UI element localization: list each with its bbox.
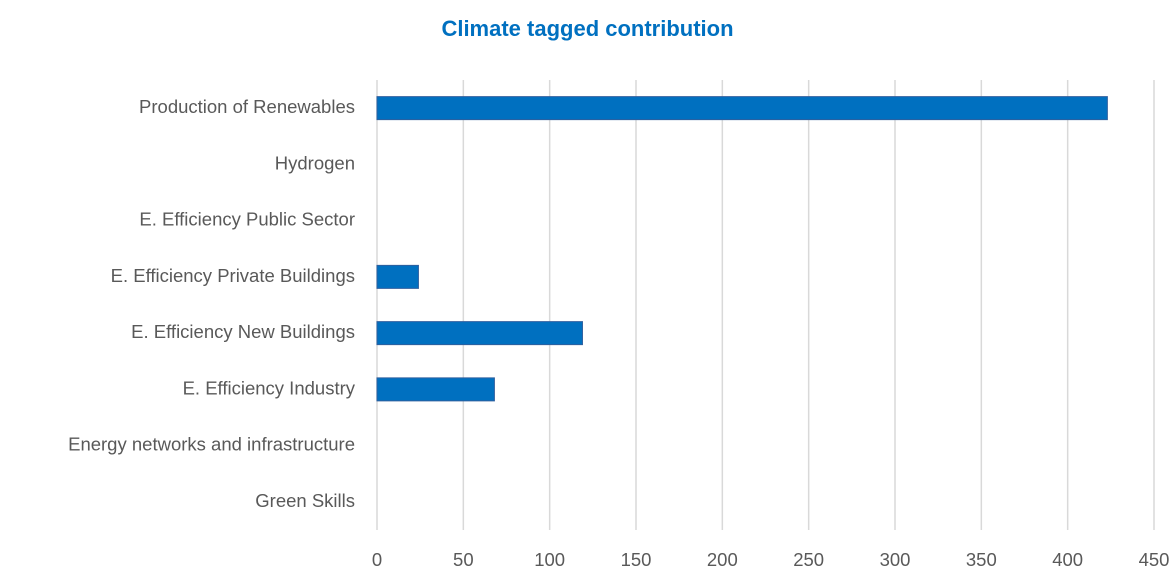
x-tick-label: 300: [880, 549, 911, 570]
category-label: Hydrogen: [275, 152, 355, 173]
category-label: E. Efficiency Public Sector: [139, 209, 355, 230]
bar: [376, 264, 419, 289]
bar: [376, 377, 495, 402]
x-tick-label: 400: [1052, 549, 1083, 570]
category-labels: Production of Renewables Hydrogen E. Effic…: [68, 96, 356, 511]
category-label: Production of Renewables: [139, 96, 355, 117]
x-tick-label: 250: [793, 549, 824, 570]
x-tick-label: 350: [966, 549, 997, 570]
x-tick-label: 100: [534, 549, 565, 570]
category-label: E. Efficiency Private Buildings: [111, 265, 355, 286]
category-label: Energy networks and infrastructure: [68, 434, 355, 455]
category-label: E. Efficiency Industry: [183, 377, 356, 398]
x-tick-label: 150: [621, 549, 652, 570]
category-label: Green Skills: [255, 490, 355, 511]
x-tick-label: 200: [707, 549, 738, 570]
gridlines: [376, 80, 1155, 530]
x-tick-label: 450: [1139, 549, 1170, 570]
x-tick-label: 0: [372, 549, 382, 570]
bar: [376, 321, 583, 346]
bars: [376, 96, 1108, 402]
bar: [376, 96, 1108, 121]
x-axis-tick-labels: 0 50 100 150 200 250 300 350 400 450: [372, 549, 1170, 570]
category-label: E. Efficiency New Buildings: [131, 321, 355, 342]
chart-title: Climate tagged contribution: [441, 16, 734, 41]
x-tick-label: 50: [453, 549, 474, 570]
